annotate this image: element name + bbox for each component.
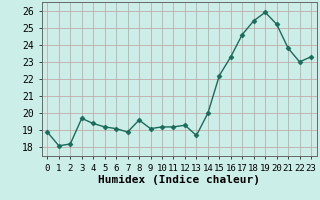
X-axis label: Humidex (Indice chaleur): Humidex (Indice chaleur) bbox=[98, 175, 260, 185]
